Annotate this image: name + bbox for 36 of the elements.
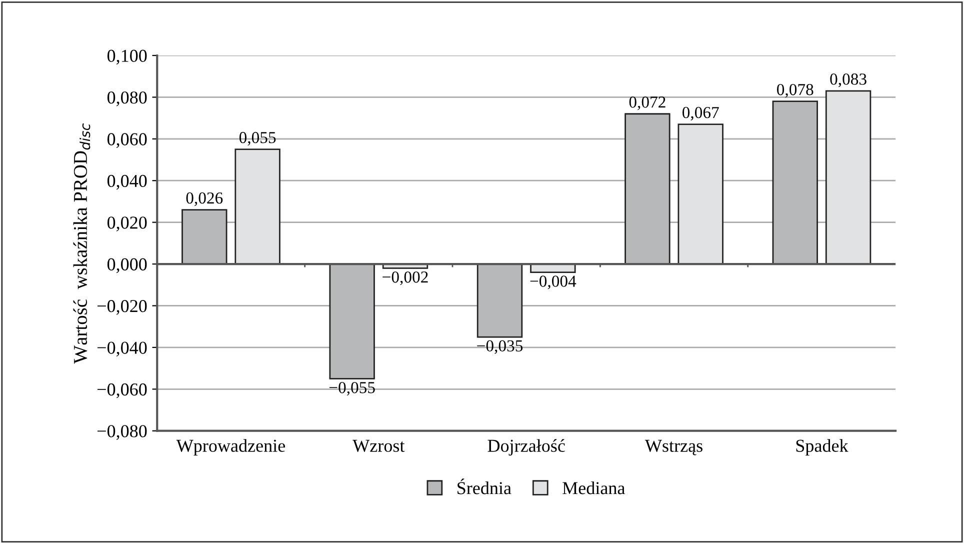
y-tick-label: −0,080 [98, 425, 147, 440]
y-tick-label: −0,060 [98, 383, 147, 398]
bar [476, 263, 523, 338]
bar [234, 148, 280, 265]
data-label: −0,055 [329, 382, 375, 396]
bar [678, 124, 724, 265]
data-label: 0,083 [830, 74, 866, 88]
data-label: 0,072 [629, 96, 666, 110]
y-tick-label: −0,040 [98, 342, 147, 356]
data-label: −0,002 [382, 271, 428, 286]
data-label: 0,078 [777, 84, 814, 98]
legend-label: Mediana [562, 482, 625, 494]
data-label: 0,026 [186, 192, 223, 206]
bar [772, 100, 818, 265]
data-label: 0,067 [682, 106, 719, 121]
bar [825, 90, 872, 265]
y-axis-title: Wartość wskaźnika PROD$_{disc}$ [73, 123, 90, 364]
y-tick-label: −0,020 [98, 300, 147, 315]
x-tick-label: Spadek [796, 439, 848, 456]
data-label: −0,004 [530, 276, 576, 290]
y-tick-label: 0,000 [107, 258, 147, 274]
data-label: 0,055 [239, 132, 276, 146]
bar [624, 113, 670, 265]
y-tick-label: 0,060 [107, 133, 147, 148]
x-tick-label: Wprowadzenie [176, 439, 285, 456]
x-tick-label: Wzrost [352, 440, 405, 452]
bar [329, 263, 375, 380]
y-tick-label: 0,020 [107, 216, 147, 232]
data-label: −0,035 [477, 340, 523, 354]
y-tick-label: 0,080 [107, 91, 147, 106]
y-tick-label: 0,040 [107, 174, 147, 190]
y-tick-label: 0,100 [107, 50, 147, 65]
x-tick-label: Wstrząs [644, 440, 702, 456]
legend-label: Średnia [458, 478, 512, 494]
bar [182, 209, 228, 265]
x-tick-label: Dojrzałość [488, 439, 565, 456]
